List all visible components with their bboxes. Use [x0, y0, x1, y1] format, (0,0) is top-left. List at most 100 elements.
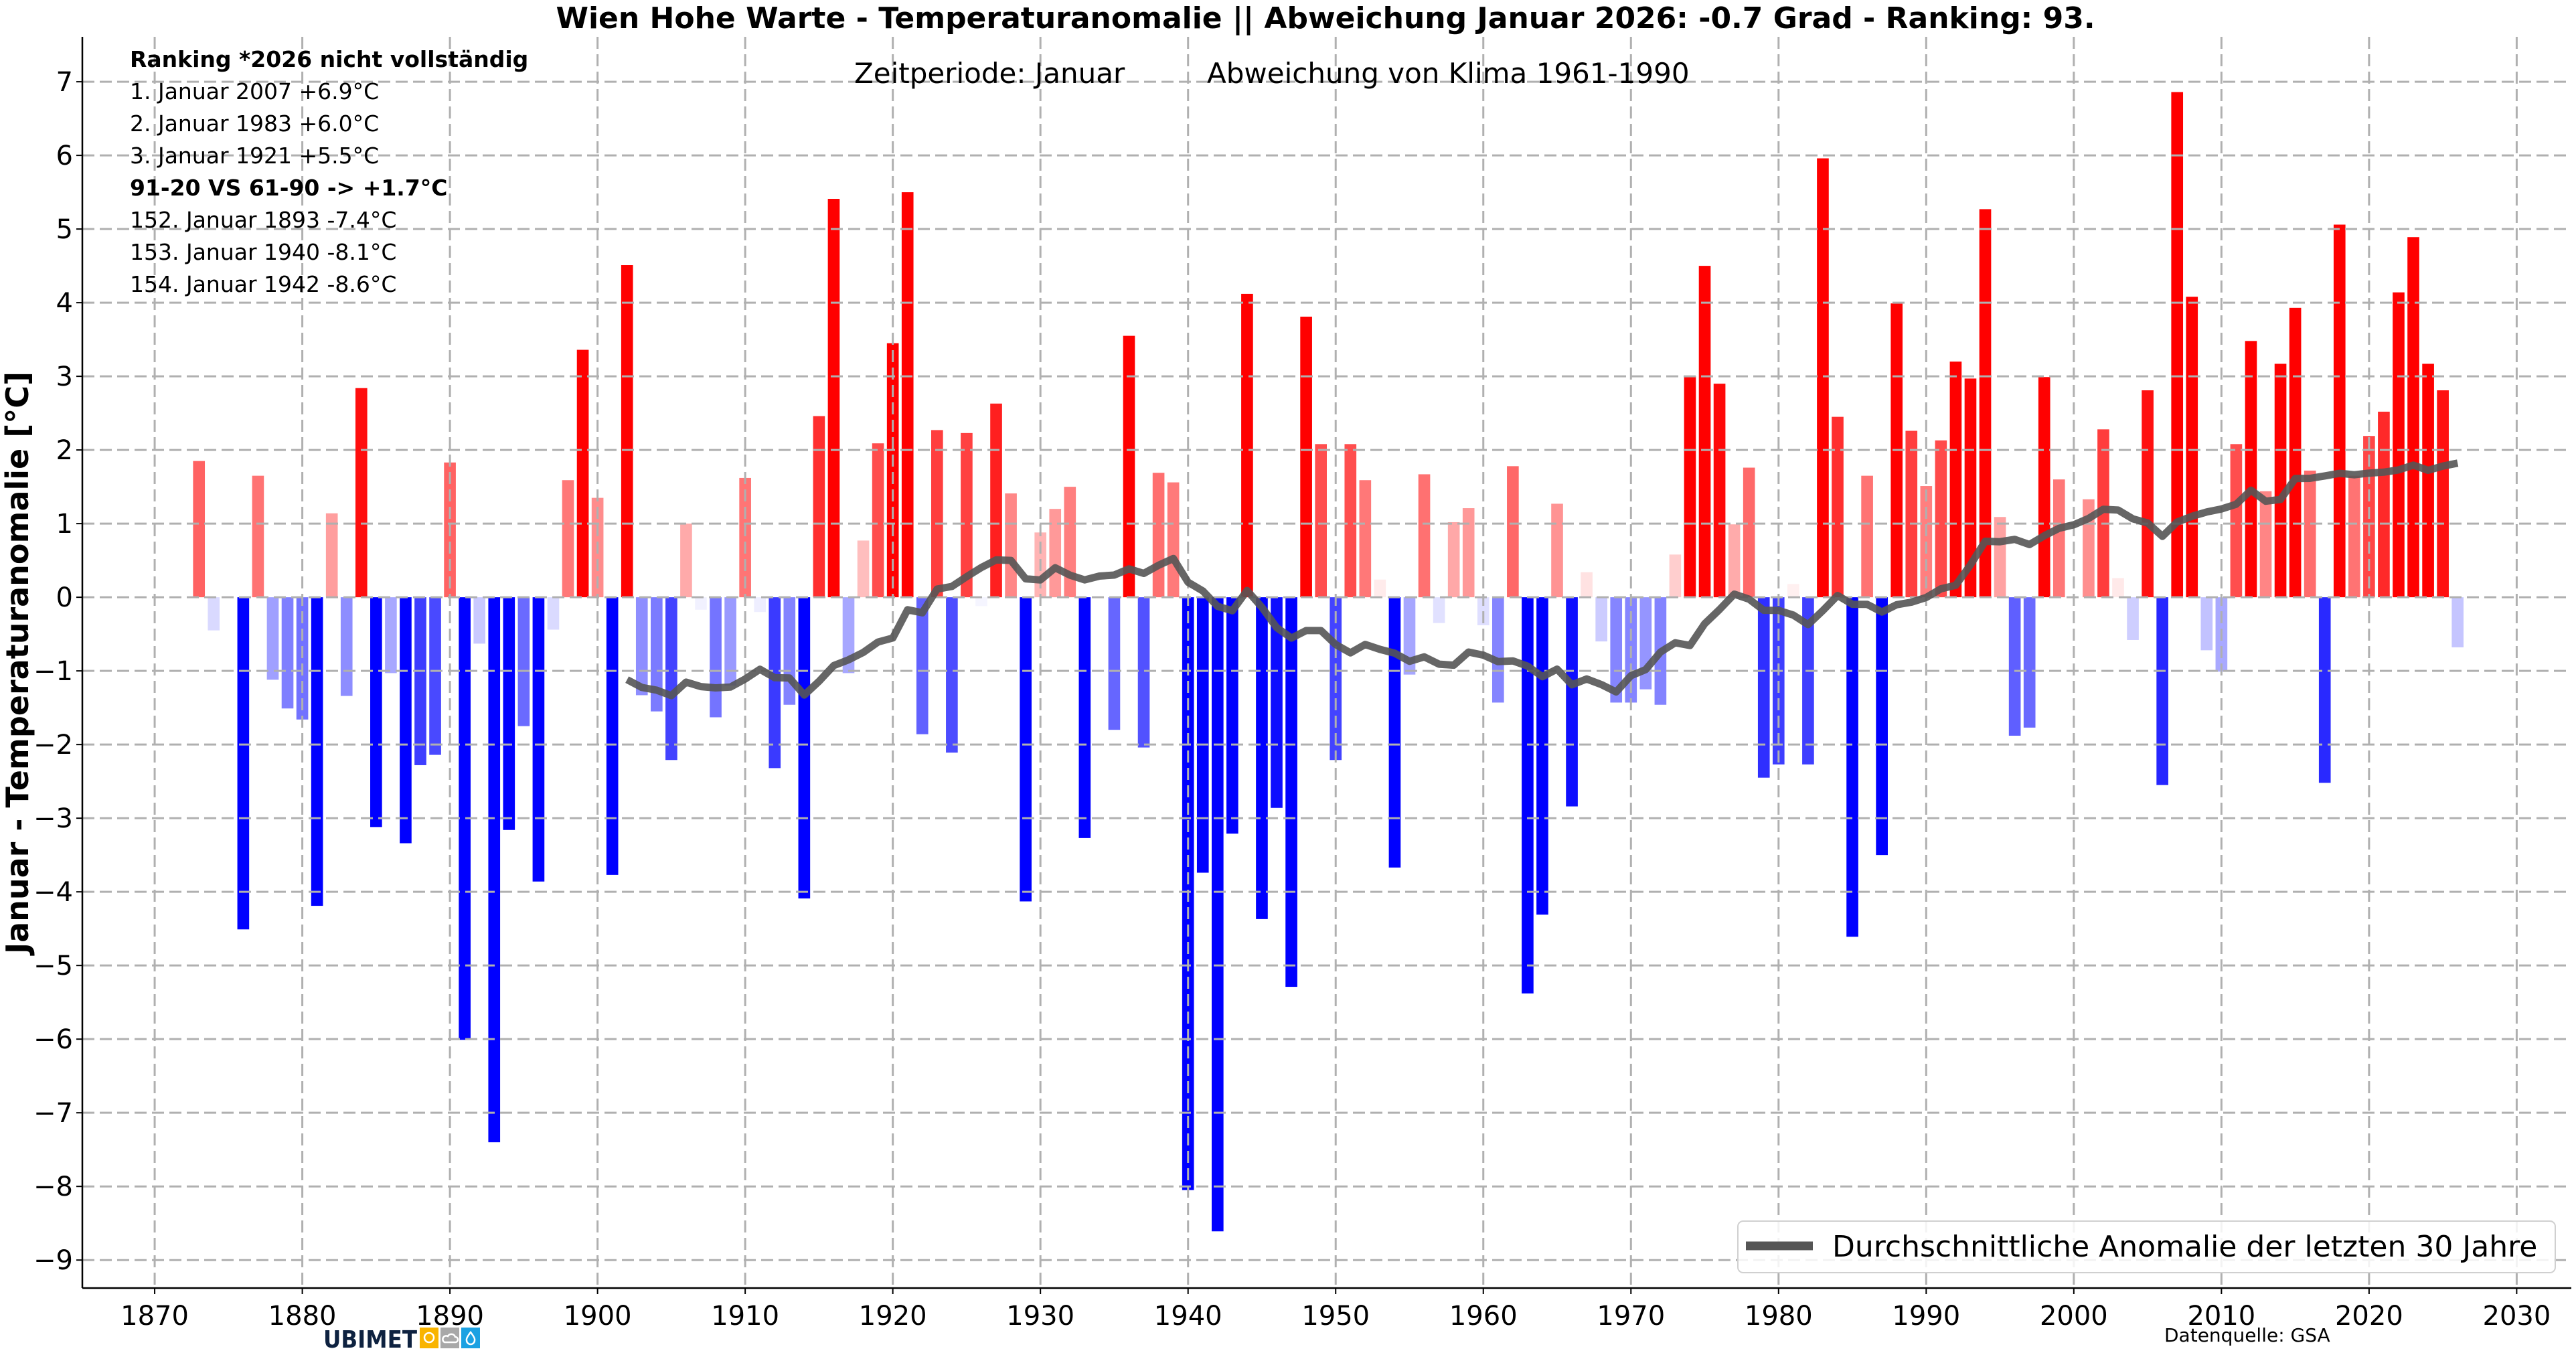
bar-1877 [252, 475, 264, 598]
bar-2006 [2156, 597, 2168, 785]
bar-1916 [827, 199, 840, 598]
bar-1963 [1522, 597, 1534, 993]
bar-1888 [414, 597, 426, 765]
y-axis-label: Januar - Temperaturanomalie [°C] [0, 372, 35, 956]
bar-1956 [1418, 474, 1431, 598]
bar-1989 [1905, 430, 1918, 598]
bar-1889 [429, 597, 441, 755]
bar-1935 [1108, 597, 1121, 730]
bar-2007 [2171, 92, 2184, 598]
ranking-line: Ranking *2026 nicht vollständig [130, 46, 528, 72]
bar-1974 [1684, 376, 1696, 598]
bar-2024 [2422, 364, 2434, 598]
y-tick-label: −4 [33, 877, 73, 908]
bar-1942 [1211, 597, 1224, 1232]
ranking-line: 153. Januar 1940 -8.1°C [130, 239, 396, 265]
bar-2019 [2348, 475, 2360, 598]
bar-1957 [1433, 597, 1445, 623]
bar-2013 [2259, 491, 2272, 598]
bar-1907 [695, 597, 707, 610]
bars-layer [193, 92, 2464, 1232]
bar-1983 [1817, 158, 1829, 598]
x-tick-label: 1940 [1154, 1301, 1222, 1332]
bar-1969 [1610, 597, 1623, 703]
bar-1967 [1581, 572, 1593, 598]
axes-layer: 1870 1880 1890 1900 1910 1920 1930 1940 1950 1960… [33, 37, 2571, 1332]
y-tick-label: −8 [33, 1172, 73, 1202]
bar-1993 [1964, 378, 1977, 598]
bar-1931 [1049, 509, 1062, 598]
bar-2026 [2451, 597, 2464, 647]
bar-1924 [946, 597, 958, 753]
x-tick-label: 1930 [1006, 1301, 1074, 1332]
bar-1965 [1551, 503, 1563, 598]
x-tick-label: 1980 [1745, 1301, 1813, 1332]
bar-1946 [1271, 597, 1283, 808]
x-tick-label: 2030 [2483, 1301, 2551, 1332]
y-tick-label: −3 [33, 803, 73, 834]
bar-2023 [2407, 237, 2419, 598]
bar-1920 [886, 343, 899, 598]
y-tick-label: 5 [56, 214, 73, 245]
bar-1951 [1344, 444, 1357, 598]
bar-1878 [266, 597, 279, 680]
bar-1922 [916, 597, 929, 734]
bar-2022 [2393, 292, 2405, 598]
bar-1996 [2008, 597, 2021, 736]
bar-1891 [459, 597, 471, 1040]
bar-1952 [1359, 480, 1372, 598]
bar-1986 [1861, 475, 1873, 598]
bar-1876 [237, 597, 250, 930]
x-tick-label: 1910 [711, 1301, 779, 1332]
bar-1994 [1979, 209, 1992, 598]
bar-1919 [872, 443, 884, 598]
bar-1943 [1226, 597, 1238, 834]
bar-1933 [1078, 597, 1091, 838]
bar-1897 [547, 597, 560, 630]
bar-1984 [1832, 416, 1844, 598]
x-tick-label: 1960 [1449, 1301, 1518, 1332]
bar-1941 [1196, 597, 1209, 873]
y-tick-label: 6 [56, 141, 73, 171]
bar-1910 [739, 477, 751, 598]
bar-1923 [931, 430, 943, 598]
bar-1938 [1152, 473, 1165, 598]
data-source: Datenquelle: GSA [2164, 1324, 2330, 1346]
bar-1908 [710, 597, 722, 718]
bar-1932 [1064, 487, 1076, 598]
bar-1914 [798, 597, 811, 899]
grid-layer [82, 37, 2571, 1288]
y-tick-label: 1 [56, 509, 73, 540]
bar-2018 [2333, 224, 2346, 598]
bar-1949 [1315, 444, 1327, 598]
bar-1884 [355, 388, 368, 598]
y-tick-label: 3 [56, 362, 73, 392]
bar-2017 [2318, 597, 2331, 783]
bar-2021 [2378, 411, 2390, 598]
x-tick-label: 1900 [564, 1301, 632, 1332]
y-tick-label: 0 [56, 582, 73, 613]
bar-2009 [2200, 597, 2213, 651]
bar-1899 [576, 349, 589, 598]
bar-2012 [2245, 341, 2257, 598]
sun-icon [420, 1328, 438, 1348]
bar-1982 [1802, 597, 1814, 765]
bar-2015 [2289, 307, 2302, 598]
bar-2005 [2142, 390, 2154, 598]
bar-1927 [990, 403, 1002, 598]
bar-1975 [1698, 266, 1711, 598]
bar-1976 [1713, 384, 1726, 598]
y-tick-label: 4 [56, 288, 73, 319]
bar-1905 [665, 597, 677, 761]
bar-1925 [961, 432, 973, 598]
bar-1887 [400, 597, 412, 844]
subtitle-reference: Abweichung von Klima 1961-1990 [1207, 57, 1690, 90]
bar-1936 [1123, 335, 1135, 598]
bar-1962 [1507, 466, 1519, 598]
bar-1903 [635, 597, 648, 696]
bar-2011 [2230, 444, 2243, 598]
bar-1992 [1949, 362, 1962, 598]
x-tick-label: 1990 [1892, 1301, 1960, 1332]
bar-1893 [488, 597, 501, 1143]
